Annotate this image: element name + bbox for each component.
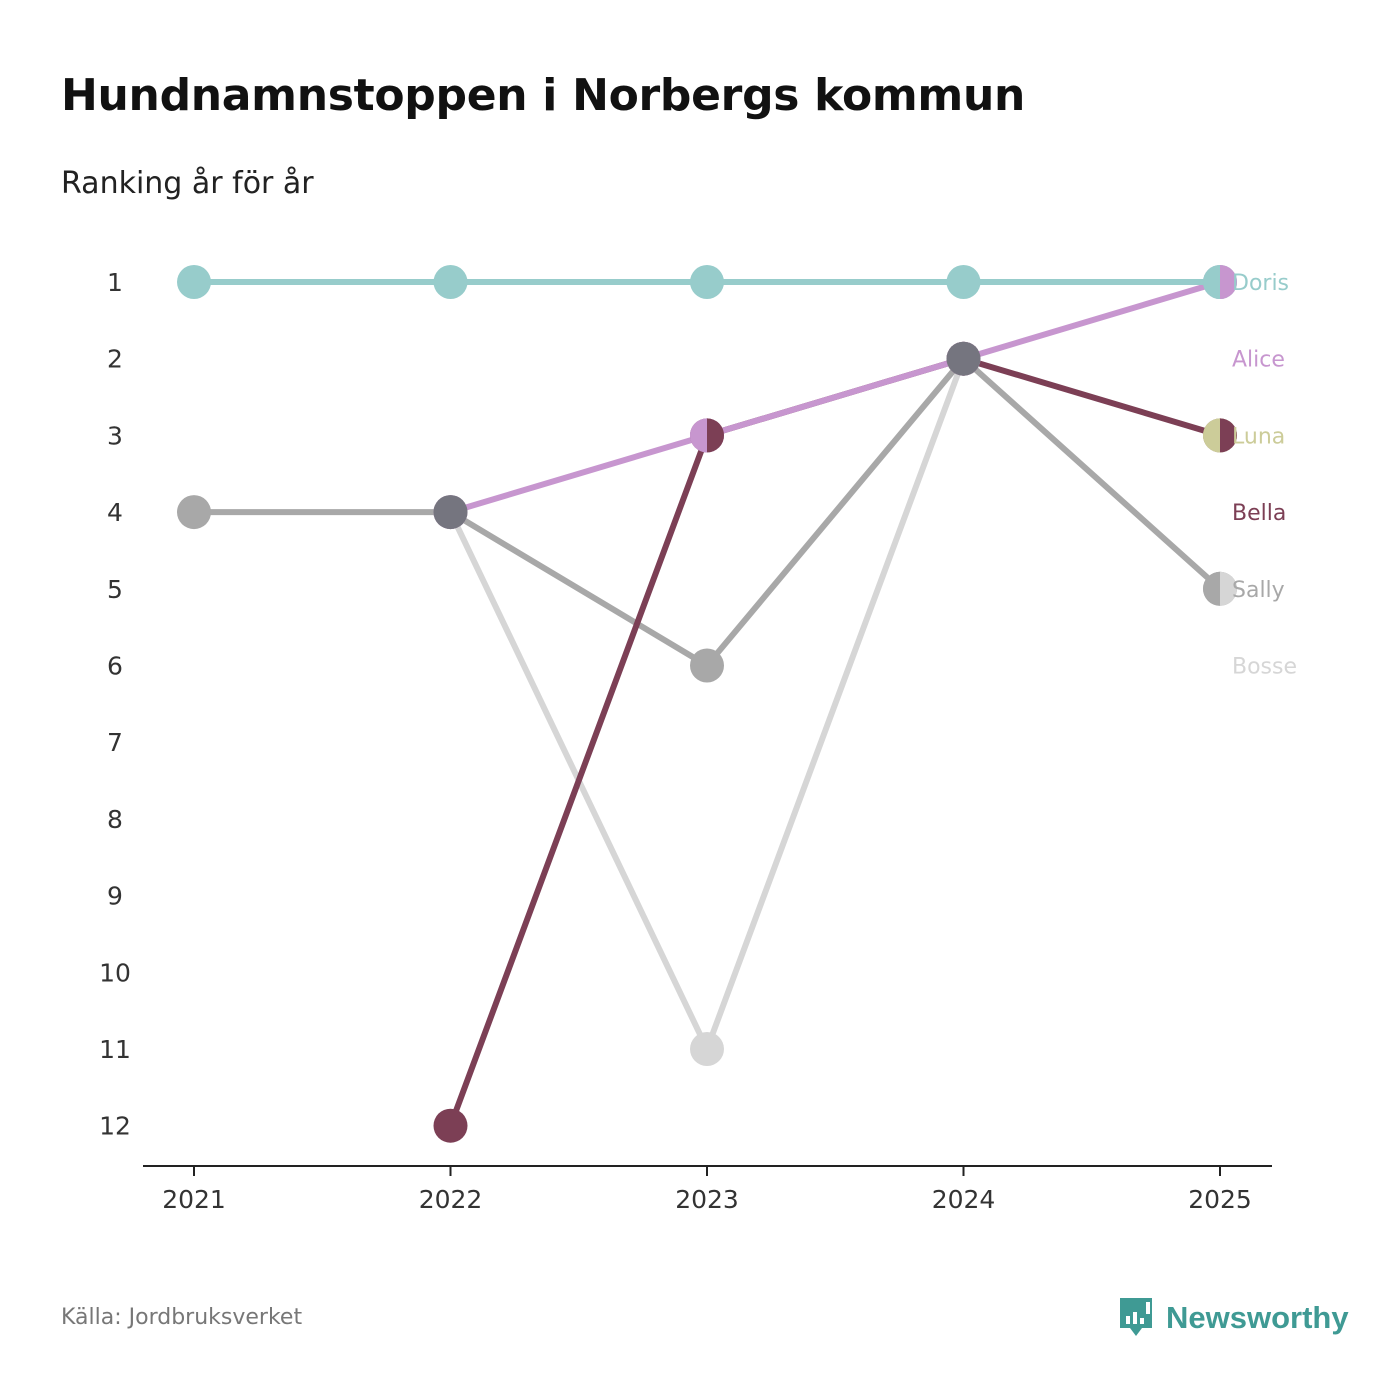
y-tick-label: 1 (107, 268, 123, 297)
series-line-bella (447, 355, 1223, 1129)
y-tick-label: 8 (107, 805, 123, 834)
shared-point-sally-bosse-right (1220, 571, 1237, 606)
y-tick-label: 2 (107, 345, 123, 374)
chart-subtitle: Ranking år för år (61, 166, 314, 201)
data-point-doris (946, 265, 981, 299)
series-line-bosse (447, 355, 967, 1052)
shared-point-alice-bella-right (707, 418, 724, 453)
y-tick-label: 9 (107, 882, 123, 911)
series-line-alice (447, 279, 1223, 516)
x-tick-label: 2024 (932, 1185, 996, 1214)
end-label-sally: Sally (1232, 578, 1285, 603)
data-points (177, 265, 1237, 1143)
newsworthy-logo-icon (1120, 1298, 1152, 1336)
end-label-luna: Luna (1232, 424, 1285, 449)
end-label-doris: Doris (1232, 271, 1289, 296)
end-label-alice: Alice (1232, 348, 1285, 373)
chart-title: Hundnamnstoppen i Norbergs kommun (61, 70, 1026, 121)
shared-point-doris-alice-right (1220, 265, 1237, 299)
data-point-bosse (690, 1032, 724, 1066)
x-tick-label: 2023 (675, 1185, 739, 1214)
shared-point-bosse-sally-alice (433, 495, 468, 530)
data-point-doris (433, 265, 468, 299)
series-end-labels: Doris Alice Luna Bella Sally Bosse (1232, 271, 1297, 680)
x-tick-label: 2021 (162, 1185, 226, 1214)
x-tick-label: 2025 (1188, 1185, 1252, 1214)
brand-name: Newsworthy (1166, 1300, 1349, 1335)
source-note: Källa: Jordbruksverket (61, 1305, 303, 1330)
brand-logo: Newsworthy (1118, 1296, 1349, 1340)
data-point-sally (177, 495, 211, 530)
data-point-bella (433, 1108, 468, 1143)
series-line-sally (191, 355, 1223, 669)
shared-point-doris-alice-left (1203, 265, 1220, 299)
data-point-sally (690, 648, 724, 683)
end-label-bosse: Bosse (1232, 655, 1297, 680)
shared-point-sally-bosse-left (1203, 571, 1220, 606)
y-tick-label: 12 (99, 1112, 131, 1141)
y-tick-label: 7 (107, 728, 123, 757)
y-tick-label: 11 (99, 1035, 131, 1064)
y-tick-label: 6 (107, 652, 123, 681)
shared-point-luna-bella-left (1203, 418, 1220, 453)
series-lines (191, 279, 1223, 1129)
y-tick-label: 5 (107, 575, 123, 604)
y-tick-label: 3 (107, 421, 123, 450)
y-tick-label: 4 (107, 498, 123, 527)
shared-point-luna-bella-right (1220, 418, 1237, 453)
y-tick-label: 10 (99, 958, 131, 987)
x-tick-label: 2022 (419, 1185, 483, 1214)
data-point-doris (177, 265, 211, 299)
shared-point-bosse-sally-bella-alice (946, 341, 981, 376)
end-label-bella: Bella (1232, 501, 1286, 526)
data-point-doris (690, 265, 724, 299)
shared-point-alice-bella-left (690, 418, 707, 453)
